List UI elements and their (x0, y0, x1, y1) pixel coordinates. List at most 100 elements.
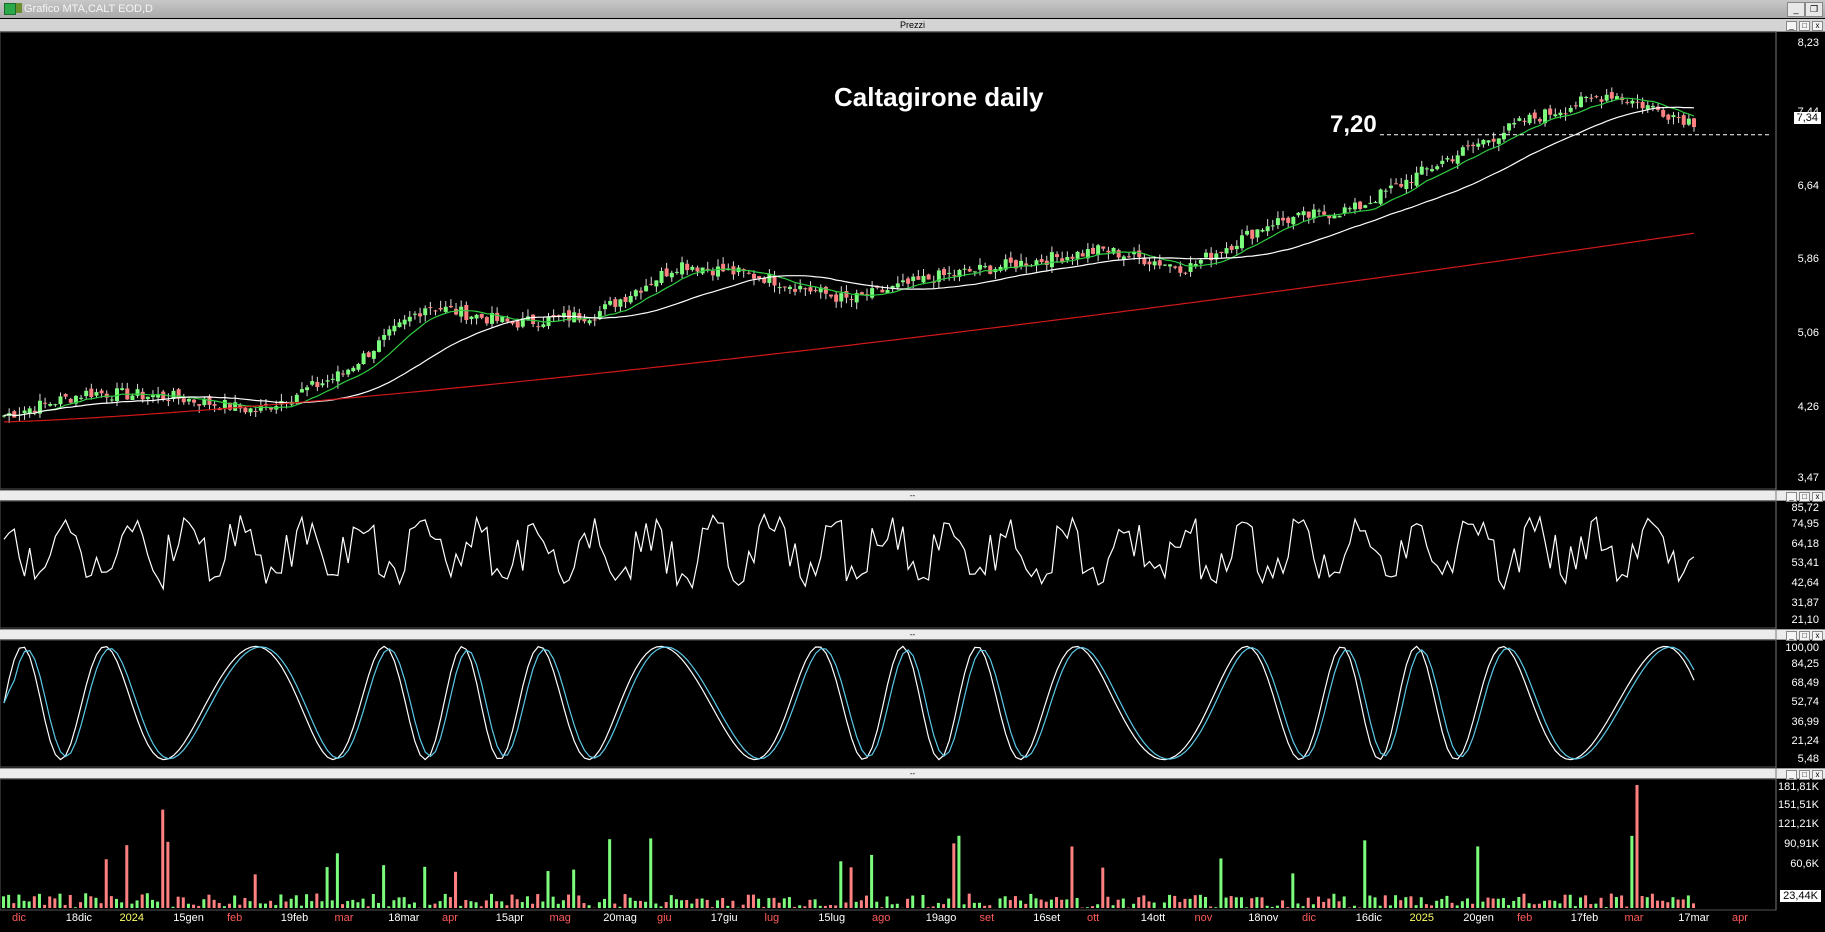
volume-bar (1609, 893, 1613, 908)
candle-body (1435, 166, 1440, 170)
volume-bar (397, 897, 401, 908)
candle-body (1373, 202, 1378, 204)
panel-close-icon[interactable]: x (1812, 21, 1823, 31)
volume-bar (428, 904, 432, 908)
volume-bar (1106, 896, 1110, 908)
volume-bar (489, 893, 493, 908)
rsi-minimize-icon[interactable]: _ (1786, 492, 1797, 502)
volume-bar (202, 899, 206, 908)
volume-bar (1558, 903, 1562, 908)
candle-body (109, 399, 114, 401)
volume-bar (1008, 900, 1012, 908)
volume-bar (1044, 901, 1048, 908)
volume-bar (1281, 900, 1285, 908)
volume-bar (870, 854, 874, 908)
stoch-minimize-icon[interactable]: _ (1786, 631, 1797, 641)
volume-bar (1178, 902, 1182, 908)
x-axis-label: 18mar (388, 912, 420, 924)
candle-body (325, 380, 330, 382)
volume-bar (520, 902, 524, 908)
candle-body (618, 299, 623, 307)
candle-body (567, 310, 572, 321)
candle-body (890, 285, 895, 288)
volume-bar (1507, 905, 1511, 908)
candle-body (885, 289, 890, 294)
volume-maximize-icon[interactable]: □ (1799, 770, 1810, 780)
rsi-tick: 85,72 (1791, 502, 1819, 514)
rsi-close-icon[interactable]: x (1812, 492, 1823, 502)
candle-body (1301, 211, 1306, 216)
candle-body (1352, 202, 1357, 210)
rsi-tick: 53,41 (1791, 557, 1819, 569)
volume-bar (1337, 901, 1341, 908)
candle-body (854, 293, 859, 303)
candle-body (1024, 263, 1029, 267)
volume-bar (433, 903, 437, 908)
volume-bar (150, 899, 154, 908)
volume-bar (1034, 898, 1038, 908)
volume-bar (859, 900, 863, 908)
volume-bar (1019, 900, 1023, 908)
volume-bar (2, 896, 5, 908)
volume-bar (1270, 906, 1274, 908)
ma-fast-line (3, 97, 1695, 417)
x-axis-label: 17mar (1678, 912, 1710, 924)
minimize-icon[interactable]: _ (1787, 2, 1805, 17)
volume-tick: 60,6K (1790, 858, 1819, 870)
volume-bar (567, 894, 571, 908)
candle-body (1116, 250, 1121, 258)
volume-bar (1630, 835, 1634, 908)
panel-maximize-icon[interactable]: □ (1799, 21, 1810, 31)
candle-body (1671, 115, 1676, 118)
volume-bar (793, 906, 797, 908)
volume-bar (171, 906, 175, 908)
candle-body (68, 398, 73, 403)
volume-bar (125, 845, 129, 908)
candle-body (1594, 96, 1599, 98)
candle-body (1507, 123, 1512, 131)
volume-bar (587, 905, 591, 908)
x-axis-label: 19ago (925, 912, 957, 924)
volume-bar (145, 893, 149, 908)
volume-close-icon[interactable]: x (1812, 770, 1823, 780)
restore-icon[interactable]: ❐ (1805, 2, 1823, 17)
candle-body (171, 390, 176, 399)
volume-bar (962, 904, 966, 908)
candle-body (192, 399, 197, 403)
candle-body (674, 271, 679, 273)
candle-body (27, 408, 32, 414)
candle-body (448, 305, 453, 308)
x-axis-label: 20gen (1463, 912, 1494, 924)
candle-body (1394, 183, 1399, 185)
rsi-maximize-icon[interactable]: □ (1799, 492, 1810, 502)
x-axis-label: 15gen (173, 912, 204, 924)
volume-bar (608, 839, 612, 908)
candle-body (957, 269, 962, 277)
volume-bar (1471, 903, 1475, 908)
volume-bar (582, 903, 586, 908)
stoch-close-icon[interactable]: x (1812, 631, 1823, 641)
chart-type-icon (16, 3, 22, 13)
x-axis-label: lug (764, 912, 780, 924)
volume-panel-frame (0, 778, 1777, 911)
candle-body (469, 316, 474, 320)
price-tick: 7,44 (1797, 106, 1819, 118)
volume-bar (695, 898, 699, 908)
candle-body (1543, 109, 1548, 124)
candle-body (423, 308, 428, 316)
volume-bar (346, 901, 350, 908)
stoch-maximize-icon[interactable]: □ (1799, 631, 1810, 641)
candle-body (1650, 105, 1655, 108)
x-axis-label: 15apr (495, 912, 524, 924)
rsi-panel-separator: -- (909, 491, 916, 500)
volume-bar (1635, 785, 1639, 908)
panel-minimize-icon[interactable]: _ (1786, 21, 1797, 31)
stoch-tick: 21,24 (1791, 735, 1819, 747)
candle-body (1558, 112, 1563, 116)
volume-tick: 90,91K (1784, 838, 1819, 850)
volume-bar (849, 867, 853, 908)
candle-body (1065, 256, 1070, 260)
volume-minimize-icon[interactable]: _ (1786, 770, 1797, 780)
candle-body (1275, 218, 1280, 226)
